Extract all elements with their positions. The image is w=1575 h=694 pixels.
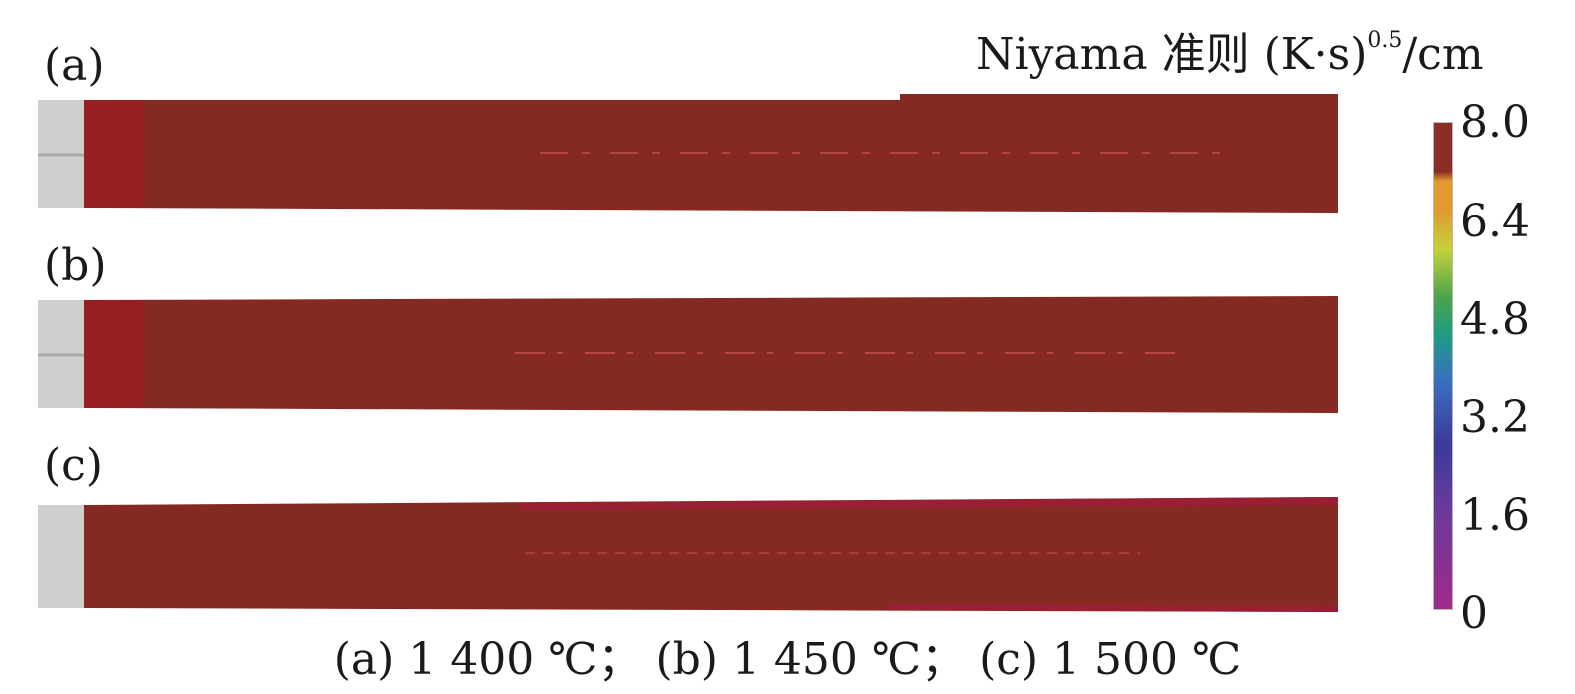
legend-title-suffix: /cm <box>1402 29 1484 80</box>
casting-body-b <box>84 296 1338 413</box>
figure-caption: (a) 1 400 ℃； (b) 1 450 ℃； (c) 1 500 ℃ <box>333 634 1242 685</box>
casting-panel-b <box>38 296 1338 413</box>
legend-title-exponent: 0.5 <box>1367 28 1403 53</box>
casting-panel-c <box>38 497 1338 612</box>
colorbar-tick-8-0: 8.0 <box>1460 97 1530 148</box>
colorbar-tick-4-8: 4.8 <box>1460 294 1530 345</box>
casting-left-edge-a <box>84 100 144 208</box>
panel-label-a: (a) <box>44 40 105 91</box>
legend-title-prefix: Niyama 准则 (K·s) <box>976 29 1368 80</box>
casting-bottom-band-c <box>890 604 1338 612</box>
colorbar-tick-0: 0 <box>1460 588 1488 639</box>
casting-panel-a <box>38 94 1338 213</box>
casting-body-c <box>84 497 1338 612</box>
colorbar <box>1433 122 1453 610</box>
colorbar-tick-3-2: 3.2 <box>1460 392 1530 443</box>
casting-body-a <box>84 94 1338 213</box>
riser-c <box>38 505 84 608</box>
legend-title: Niyama 准则 (K·s)0.5/cm <box>976 30 1484 77</box>
panel-label-b: (b) <box>44 240 107 291</box>
panel-label-c: (c) <box>44 440 103 491</box>
colorbar-tick-1-6: 1.6 <box>1460 490 1530 541</box>
casting-top-band-c <box>520 497 1338 510</box>
casting-left-edge-b <box>84 300 144 408</box>
colorbar-tick-6-4: 6.4 <box>1460 196 1530 247</box>
